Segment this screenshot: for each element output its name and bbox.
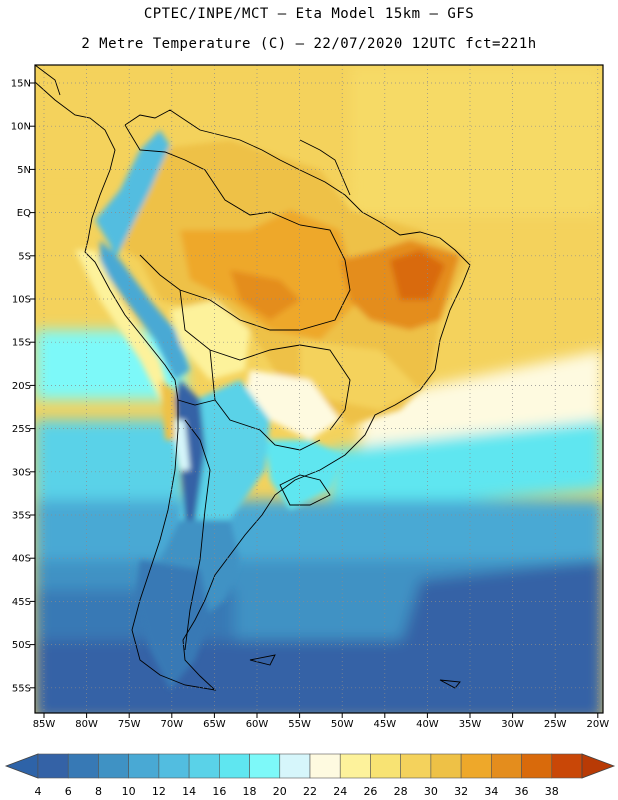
colorbar-swatch [370,753,401,779]
coastlines [35,65,471,691]
colorbar-label: 14 [182,785,196,798]
lon-label: 60W [246,719,269,730]
colorbar-swatch [249,753,281,779]
colorbar-swatch [67,753,99,779]
colorbar-swatch [460,753,492,779]
colorbar: 4 6 8 10 12 14 16 18 20 22 24 26 28 30 32 34 36 38 [4,753,616,798]
lon-label: 20W [586,719,609,730]
graticule [35,65,603,713]
colorbar-label: 34 [484,785,498,798]
lat-label: 25S [12,424,31,435]
lon-label: 70W [160,719,183,730]
lat-label: 15N [11,79,31,90]
colorbar-swatch [521,753,553,779]
lat-label: 55S [12,683,31,694]
lon-label: 85W [33,719,56,730]
colorbar-swatch [551,753,583,779]
lat-label: 20S [12,381,31,392]
lat-label: 35S [12,511,31,522]
lat-label: 5S [18,251,31,262]
lat-label: 10S [12,295,31,306]
colorbar-swatch [339,753,371,779]
colorbar-swatch [219,753,250,779]
colorbar-label: 30 [424,785,438,798]
colorbar-label: 4 [35,785,42,798]
lat-label: EQ [17,208,31,219]
colorbar-label: 24 [333,785,347,798]
lon-label: 50W [331,719,354,730]
lat-label: 40S [12,554,31,565]
lon-label: 40W [416,719,439,730]
colorbar-label: 36 [515,785,529,798]
colorbar-swatch [37,753,69,779]
lat-label: 5N [17,165,31,176]
colorbar-label: 18 [243,785,257,798]
colorbar-swatch [158,753,190,779]
lat-label: 15S [12,338,31,349]
lat-label: 45S [12,597,31,608]
colorbar-swatch [309,753,341,779]
map-frame [34,64,604,714]
colorbar-label: 22 [303,785,317,798]
chart-title-line2: 2 Metre Temperature (C) – 22/07/2020 12U… [81,36,537,52]
colorbar-label: 38 [545,785,559,798]
lon-label: 65W [203,719,226,730]
lat-label: 10N [11,122,31,133]
colorbar-label: 32 [454,785,468,798]
colorbar-label: 28 [394,785,408,798]
lon-label: 45W [373,719,396,730]
lon-label: 80W [75,719,98,730]
chart-title-line1: CPTEC/INPE/MCT – Eta Model 15km – GFS [143,6,475,22]
colorbar-label: 16 [212,785,226,798]
colorbar-label: 26 [363,785,377,798]
colorbar-label: 12 [152,785,166,798]
colorbar-swatch [188,753,220,779]
lon-label: 25W [544,719,567,730]
colorbar-swatch [400,753,432,779]
latitude-axis: 15N 10N 5N EQ 5S 10S 15S 20S 25S 30S 35S 40S 45S 50S 5… [11,79,35,694]
colorbar-low-arrow [4,753,39,779]
colorbar-label: 6 [65,785,72,798]
colorbar-swatch [430,753,462,779]
colorbar-high-arrow [581,753,616,779]
colorbar-swatch [491,753,522,779]
colorbar-swatch [128,753,160,779]
lat-label: 30S [12,467,31,478]
colorbar-label: 8 [95,785,102,798]
lon-label: 75W [118,719,141,730]
colorbar-label: 20 [273,785,287,798]
longitude-axis: 85W 80W 75W 70W 65W 60W 55W 50W 45W 40W 35W 30W 25W 2… [33,713,609,730]
lat-label: 50S [12,640,31,651]
temperature-field [35,65,603,713]
colorbar-label: 10 [122,785,136,798]
colorbar-swatch [279,753,311,779]
lon-label: 35W [459,719,482,730]
lon-label: 55W [288,719,311,730]
lon-label: 30W [501,719,524,730]
colorbar-swatch [98,753,129,779]
